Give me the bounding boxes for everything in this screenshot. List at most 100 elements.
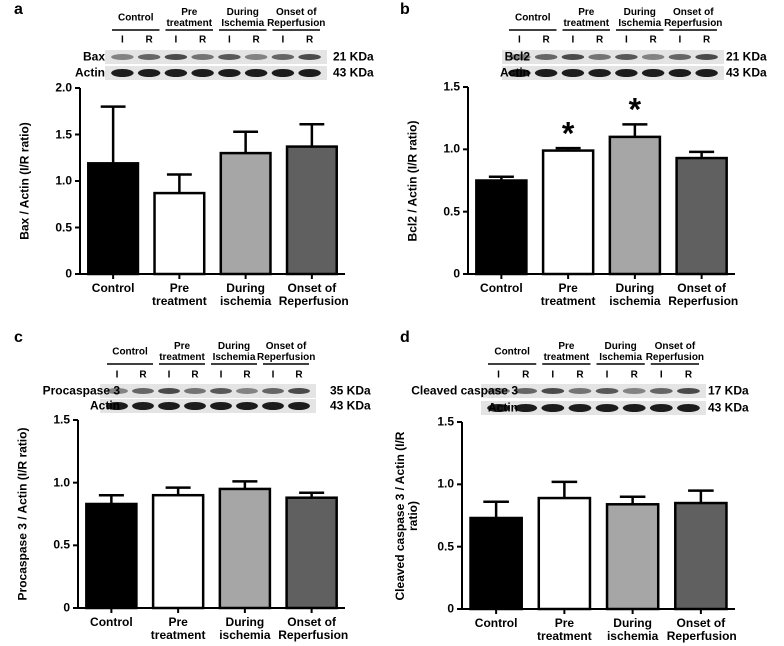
blot-strip (502, 66, 724, 80)
y-tick-label: 2.0 (55, 80, 72, 95)
blot-band (622, 388, 646, 394)
y-axis-label: Bax / Actin (I/R ratio) (17, 122, 32, 240)
blot-size-label: 43 KDa (726, 65, 767, 80)
blot-band (668, 69, 692, 77)
blot-group-label: Onset of Reperfusion (267, 7, 326, 29)
bar (469, 516, 523, 611)
x-tick-label: During ischemia (609, 281, 661, 309)
blot-band (487, 404, 510, 412)
blot-band (236, 388, 258, 394)
blot-lane-label: R (191, 369, 199, 381)
blot-lane-label: R (522, 369, 530, 381)
blot-group-label: During Ischemia (599, 341, 643, 363)
blot-band (568, 404, 592, 412)
blot-band (158, 388, 180, 394)
x-tick-label: Pre treatment (537, 616, 592, 644)
y-tick-label: 0 (453, 266, 460, 281)
blot-group-label: Onset of Reperfusion (664, 7, 723, 29)
blot-lane-label: R (306, 34, 314, 46)
x-tick-label: During ischemia (219, 615, 271, 643)
blot-band (132, 388, 154, 394)
blot-group-label: During Ischemia (221, 7, 265, 29)
blot-lane-label: I (271, 369, 275, 381)
blot-lane-label: R (684, 369, 693, 381)
blot-lane-label: I (659, 369, 663, 381)
blot-lane-label: I (551, 369, 555, 381)
bar (608, 135, 662, 276)
blot-band (588, 54, 611, 60)
blot-size-label: 35 KDa (330, 383, 371, 398)
blot-band (244, 69, 268, 77)
y-tick-label: 0 (447, 601, 454, 616)
panel-label: d (400, 329, 410, 347)
blot-band (218, 54, 241, 60)
blot-band (271, 69, 295, 77)
blot-band (298, 69, 321, 77)
x-tick-label: Control (480, 281, 523, 295)
blot-protein-label: Procaspase 3 (42, 383, 120, 398)
blot-band (649, 388, 673, 394)
x-tick-label: During ischemia (606, 616, 659, 644)
x-tick-label: Control (474, 616, 518, 630)
bar (153, 191, 206, 276)
blot-band (158, 402, 180, 410)
blot-band (622, 404, 646, 412)
blot-band (649, 404, 673, 412)
blot-lane-label: I (624, 34, 628, 46)
blot-lane-label: I (678, 34, 682, 46)
blot-size-label: 21 KDa (333, 49, 374, 64)
blot-strip (481, 401, 706, 415)
blot-band (615, 54, 638, 60)
bar (85, 502, 138, 610)
blot-band (132, 402, 154, 410)
blot-band (218, 69, 241, 77)
blot-protein-label: Actin (488, 400, 518, 415)
bar (218, 487, 272, 610)
panel-label: c (14, 329, 23, 347)
blot-band (514, 404, 538, 412)
blot-lane-label: I (497, 369, 500, 381)
y-tick-label: 1.0 (55, 173, 72, 188)
bar (285, 145, 338, 276)
blot-band (541, 388, 565, 394)
blot-protein-label: Cleaved caspase 3 (411, 383, 518, 398)
blot-band (111, 69, 134, 77)
blot-lane-label: I (605, 369, 609, 381)
blot-protein-label: Bax (82, 49, 105, 64)
bar (541, 149, 595, 276)
blot-lane-label: I (517, 34, 521, 46)
blot-band (534, 69, 558, 77)
y-tick-label: 0.5 (437, 539, 454, 554)
bar (219, 151, 272, 276)
blot-group-label: Onset of Reperfusion (645, 341, 705, 363)
blot-band (298, 54, 321, 60)
bar (605, 503, 660, 611)
blot-strip (105, 50, 327, 64)
blot-lane-label: I (571, 34, 575, 46)
blot-strip (105, 66, 327, 80)
blot-band (191, 69, 214, 77)
y-tick-label: 1.0 (443, 141, 460, 156)
blot-lane-label: R (199, 34, 207, 46)
y-tick-label: 0.5 (55, 219, 72, 234)
blot-group-label: Pre treatment (543, 341, 590, 363)
blot-band (244, 54, 268, 60)
blot-lane-label: I (167, 369, 171, 381)
blot-band (288, 402, 310, 410)
blot-band (164, 54, 188, 60)
bar (675, 156, 728, 276)
blot-lane-label: R (139, 369, 147, 381)
blot-band (595, 404, 619, 412)
blot-band (677, 388, 700, 394)
bar (674, 501, 728, 611)
blot-size-label: 17 KDa (708, 383, 749, 398)
blot-band (191, 54, 214, 60)
blot-band (210, 388, 232, 394)
blot-strip (502, 50, 724, 64)
blot-protein-label: Actin (500, 65, 530, 80)
blot-band (695, 69, 718, 77)
blot-band (184, 388, 206, 394)
blot-lane-label: R (243, 369, 251, 381)
x-tick-label: Pre treatment (540, 281, 596, 309)
